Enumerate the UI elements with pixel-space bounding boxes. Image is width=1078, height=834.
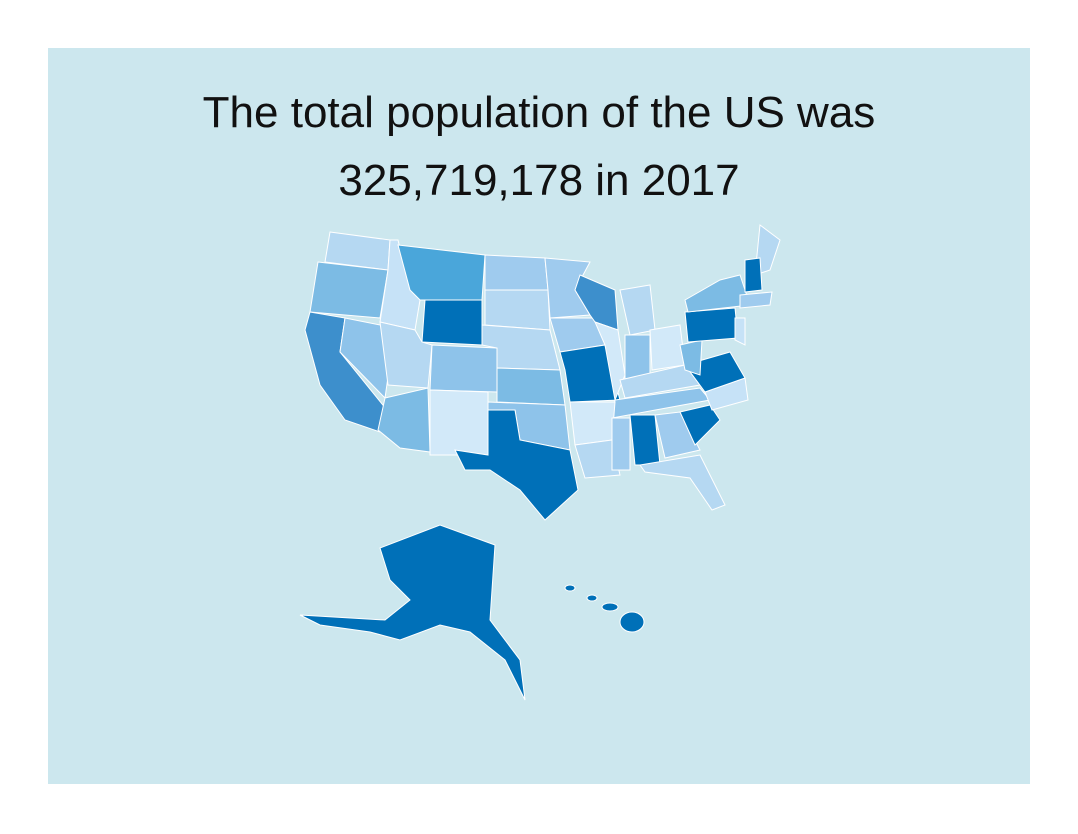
state bbox=[564, 584, 576, 592]
state bbox=[734, 317, 746, 346]
state bbox=[454, 409, 579, 521]
state bbox=[484, 289, 551, 331]
state bbox=[397, 244, 486, 301]
state bbox=[574, 439, 621, 479]
state bbox=[744, 257, 763, 293]
state bbox=[639, 454, 726, 511]
state bbox=[649, 324, 686, 371]
state bbox=[624, 334, 651, 381]
state bbox=[309, 261, 389, 319]
state bbox=[679, 404, 721, 446]
state bbox=[496, 367, 566, 406]
state bbox=[684, 307, 739, 343]
state bbox=[654, 411, 701, 459]
state bbox=[619, 611, 645, 633]
state bbox=[569, 401, 616, 446]
state bbox=[559, 344, 621, 403]
state bbox=[421, 299, 483, 346]
state bbox=[586, 594, 598, 602]
state bbox=[299, 524, 526, 701]
state bbox=[429, 389, 489, 456]
title-line: 325,719,178 in 2017 bbox=[338, 156, 739, 205]
state bbox=[377, 387, 431, 453]
title-line: The total population of the US was bbox=[203, 88, 876, 137]
us-map bbox=[299, 224, 781, 701]
state bbox=[629, 414, 661, 466]
state bbox=[594, 321, 626, 402]
state bbox=[601, 602, 619, 612]
state bbox=[611, 417, 631, 471]
state bbox=[484, 254, 549, 291]
state bbox=[739, 291, 773, 309]
state bbox=[429, 344, 498, 393]
